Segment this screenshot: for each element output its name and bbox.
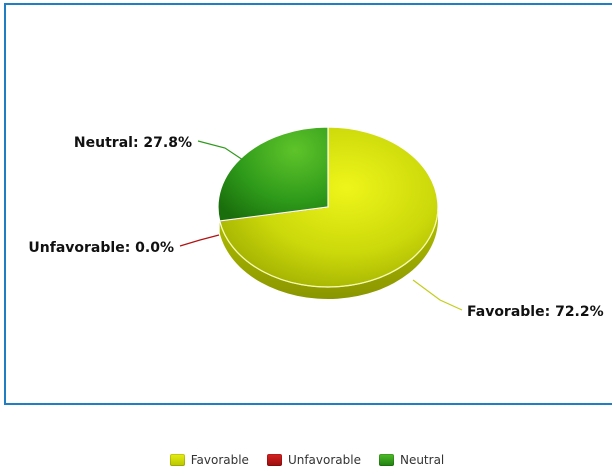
legend-label-unfavorable: Unfavorable	[287, 453, 361, 467]
pie-group	[217, 126, 439, 299]
legend-label-neutral: Neutral	[399, 453, 445, 467]
data-label-neutral: Neutral: 27.8%	[74, 135, 192, 151]
legend-swatch-favorable	[169, 454, 185, 466]
legend: Favorable Unfavorable Neutral	[0, 448, 614, 472]
legend-item-unfavorable[interactable]: Unfavorable	[266, 453, 361, 467]
legend-item-favorable[interactable]: Favorable	[169, 453, 249, 467]
legend-item-neutral[interactable]: Neutral	[378, 453, 445, 467]
pie-rim-highlight	[220, 210, 439, 288]
data-label-unfavorable: Unfavorable: 0.0%	[28, 240, 174, 256]
leader-line-unfavorable	[179, 234, 220, 247]
legend-swatch-unfavorable	[266, 454, 282, 466]
legend-label-favorable: Favorable	[190, 453, 249, 467]
leader-line-favorable	[412, 279, 463, 311]
data-label-favorable: Favorable: 72.2%	[467, 304, 604, 320]
pie-slice-neutral[interactable]	[217, 126, 329, 222]
legend-swatch-neutral	[378, 454, 394, 466]
leader-line-neutral	[197, 140, 244, 161]
pie-label-group: Favorable: 72.2% Unfavorable: 0.0% Neutral…	[28, 135, 603, 320]
